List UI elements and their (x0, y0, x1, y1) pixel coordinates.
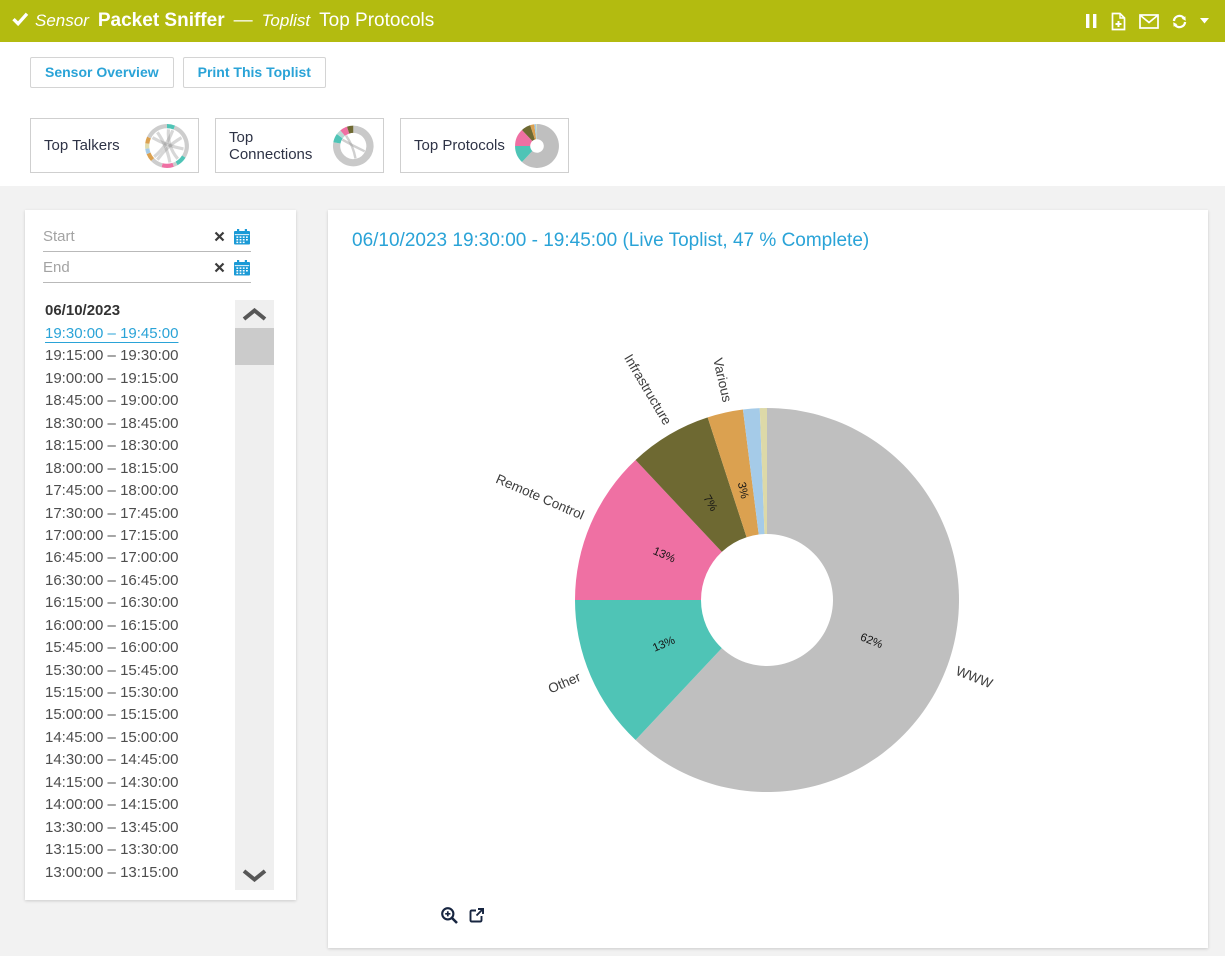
scroll-up-icon[interactable] (241, 308, 268, 322)
svg-text:Remote Control: Remote Control (494, 471, 587, 522)
start-date-input[interactable] (43, 228, 214, 245)
toplist-interval[interactable]: 17:45:00 – 18:00:00 (45, 480, 230, 502)
calendar-icon[interactable] (233, 228, 251, 246)
add-report-icon[interactable] (1109, 12, 1128, 31)
connections-ring-icon (332, 123, 375, 169)
refresh-icon[interactable] (1170, 12, 1189, 31)
tab-label: Top Protocols (414, 137, 505, 154)
svg-text:WWW: WWW (954, 663, 995, 691)
chord-diagram-icon (144, 123, 190, 169)
tab-label: Top Connections (229, 129, 332, 163)
calendar-icon[interactable] (233, 259, 251, 277)
toplist-name: Top Protocols (319, 10, 434, 32)
toplist-interval[interactable]: 16:15:00 – 16:30:00 (45, 592, 230, 614)
title-separator: — (234, 10, 253, 32)
svg-text:Various: Various (710, 357, 734, 404)
zoom-in-icon[interactable] (440, 906, 459, 925)
sensor-name: Packet Sniffer (98, 10, 225, 32)
toplist-interval[interactable]: 14:45:00 – 15:00:00 (45, 727, 230, 749)
toplist-interval[interactable]: 18:00:00 – 18:15:00 (45, 458, 230, 480)
tab-label: Top Talkers (44, 137, 120, 154)
clear-end-icon[interactable] (214, 262, 225, 273)
scroll-down-icon[interactable] (241, 868, 268, 882)
toplist-interval[interactable]: 16:30:00 – 16:45:00 (45, 570, 230, 592)
toplist-interval[interactable]: 15:30:00 – 15:45:00 (45, 660, 230, 682)
toplist-interval[interactable]: 13:00:00 – 13:15:00 (45, 862, 230, 884)
toplist-interval[interactable]: 15:45:00 – 16:00:00 (45, 637, 230, 659)
toplist-interval[interactable]: 18:30:00 – 18:45:00 (45, 413, 230, 435)
interval-scrollbar[interactable] (235, 300, 274, 890)
email-icon[interactable] (1139, 14, 1159, 29)
print-toplist-button[interactable]: Print This Toplist (183, 57, 326, 88)
toplist-interval[interactable]: 16:45:00 – 17:00:00 (45, 547, 230, 569)
toplist-interval[interactable]: 14:00:00 – 14:15:00 (45, 794, 230, 816)
toplist-toolbar: Sensor Overview Print This Toplist Top T… (0, 42, 1225, 186)
toplist-interval[interactable]: 16:00:00 – 16:15:00 (45, 615, 230, 637)
toplist-chart-panel: 06/10/2023 19:30:00 - 19:45:00 (Live Top… (328, 210, 1208, 948)
toplist-interval[interactable]: 15:00:00 – 15:15:00 (45, 704, 230, 726)
pause-icon[interactable] (1085, 13, 1098, 29)
toplist-interval[interactable]: 13:15:00 – 13:30:00 (45, 839, 230, 861)
interval-sidebar: 06/10/2023 19:30:00 – 19:45:0019:15:00 –… (25, 210, 296, 900)
protocols-donut-icon (514, 123, 560, 169)
toplist-interval[interactable]: 15:15:00 – 15:30:00 (45, 682, 230, 704)
tab-top-protocols[interactable]: Top Protocols (400, 118, 569, 173)
external-link-icon[interactable] (467, 906, 486, 925)
interval-date-header: 06/10/2023 (45, 298, 230, 323)
svg-text:Other: Other (546, 669, 583, 696)
svg-text:Infrastructure: Infrastructure (621, 352, 674, 428)
tab-top-connections[interactable]: Top Connections (215, 118, 384, 173)
tab-top-talkers[interactable]: Top Talkers (30, 118, 199, 173)
toplist-interval[interactable]: 18:15:00 – 18:30:00 (45, 435, 230, 457)
protocols-donut-chart: WWW62%Other13%Remote Control13%Infrastru… (328, 250, 1208, 900)
toplist-interval[interactable]: 14:15:00 – 14:30:00 (45, 772, 230, 794)
toplist-interval[interactable]: 19:30:00 – 19:45:00 (45, 323, 230, 345)
end-date-input[interactable] (43, 259, 214, 276)
toplist-interval[interactable]: 19:00:00 – 19:15:00 (45, 368, 230, 390)
toplist-interval[interactable]: 17:30:00 – 17:45:00 (45, 503, 230, 525)
scrollbar-thumb[interactable] (235, 328, 274, 365)
chart-title: 06/10/2023 19:30:00 - 19:45:00 (Live Top… (352, 230, 869, 252)
main-area: 06/10/2023 19:30:00 – 19:45:0019:15:00 –… (0, 186, 1225, 956)
toplist-interval[interactable]: 19:15:00 – 19:30:00 (45, 345, 230, 367)
sensor-overview-button[interactable]: Sensor Overview (30, 57, 174, 88)
interval-list: 06/10/2023 19:30:00 – 19:45:0019:15:00 –… (45, 298, 230, 884)
toplist-interval[interactable]: 13:30:00 – 13:45:00 (45, 817, 230, 839)
toplist-interval[interactable]: 18:45:00 – 19:00:00 (45, 390, 230, 412)
sensor-label: Sensor (35, 11, 89, 31)
toplist-interval[interactable]: 14:30:00 – 14:45:00 (45, 749, 230, 771)
chevron-down-icon[interactable] (1200, 18, 1209, 24)
toplist-interval[interactable]: 17:00:00 – 17:15:00 (45, 525, 230, 547)
check-icon (12, 12, 29, 31)
toplist-label: Toplist (262, 11, 311, 31)
sensor-header: Sensor Packet Sniffer — Toplist Top Prot… (0, 0, 1225, 42)
clear-start-icon[interactable] (214, 231, 225, 242)
